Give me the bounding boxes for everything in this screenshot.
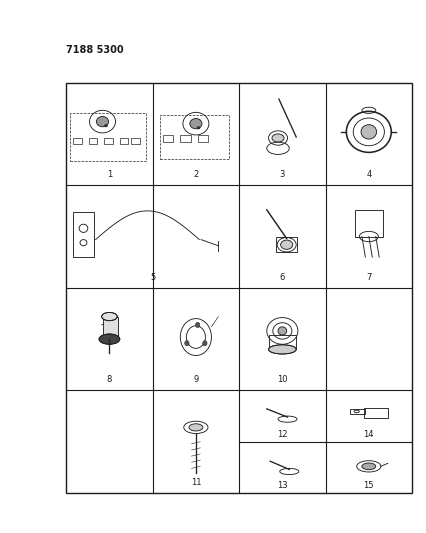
Bar bbox=[73, 138, 81, 144]
Bar bbox=[197, 135, 207, 142]
Text: 15: 15 bbox=[363, 481, 373, 490]
Bar bbox=[276, 237, 296, 252]
Text: 11: 11 bbox=[190, 478, 201, 487]
Bar bbox=[163, 135, 173, 142]
Ellipse shape bbox=[104, 125, 107, 127]
Text: 9: 9 bbox=[193, 375, 198, 384]
Bar bbox=[66, 83, 411, 493]
Ellipse shape bbox=[184, 341, 189, 346]
Text: 14: 14 bbox=[363, 430, 373, 439]
Text: 2: 2 bbox=[193, 170, 198, 179]
Ellipse shape bbox=[99, 334, 120, 344]
Ellipse shape bbox=[197, 127, 199, 129]
Ellipse shape bbox=[101, 312, 117, 321]
Bar bbox=[120, 138, 128, 144]
Bar bbox=[180, 135, 190, 142]
Text: 8: 8 bbox=[106, 375, 112, 384]
Ellipse shape bbox=[268, 345, 296, 354]
Bar bbox=[104, 138, 112, 144]
Text: 10: 10 bbox=[276, 375, 287, 384]
Ellipse shape bbox=[189, 424, 202, 431]
Text: 5: 5 bbox=[150, 273, 155, 281]
Ellipse shape bbox=[361, 463, 375, 470]
Ellipse shape bbox=[277, 327, 286, 335]
Bar bbox=[69, 114, 145, 160]
Bar bbox=[363, 408, 387, 418]
Bar bbox=[268, 335, 296, 350]
Bar bbox=[349, 409, 365, 414]
Bar bbox=[102, 317, 118, 339]
Bar bbox=[354, 210, 382, 237]
Bar bbox=[159, 116, 228, 158]
Text: 13: 13 bbox=[276, 481, 287, 490]
Ellipse shape bbox=[195, 322, 199, 327]
Text: 3: 3 bbox=[279, 170, 285, 179]
Text: 4: 4 bbox=[366, 170, 371, 179]
Bar bbox=[73, 212, 94, 257]
Text: 1: 1 bbox=[106, 170, 112, 179]
Bar bbox=[89, 138, 97, 144]
Ellipse shape bbox=[190, 118, 201, 129]
Text: 12: 12 bbox=[276, 430, 287, 439]
Ellipse shape bbox=[271, 134, 283, 142]
Ellipse shape bbox=[360, 125, 376, 139]
Text: 7: 7 bbox=[365, 273, 371, 281]
Text: 6: 6 bbox=[279, 273, 285, 281]
Ellipse shape bbox=[96, 117, 108, 127]
Text: 7188 5300: 7188 5300 bbox=[66, 45, 124, 55]
Ellipse shape bbox=[202, 341, 207, 346]
Ellipse shape bbox=[280, 240, 292, 249]
Bar bbox=[131, 138, 139, 144]
